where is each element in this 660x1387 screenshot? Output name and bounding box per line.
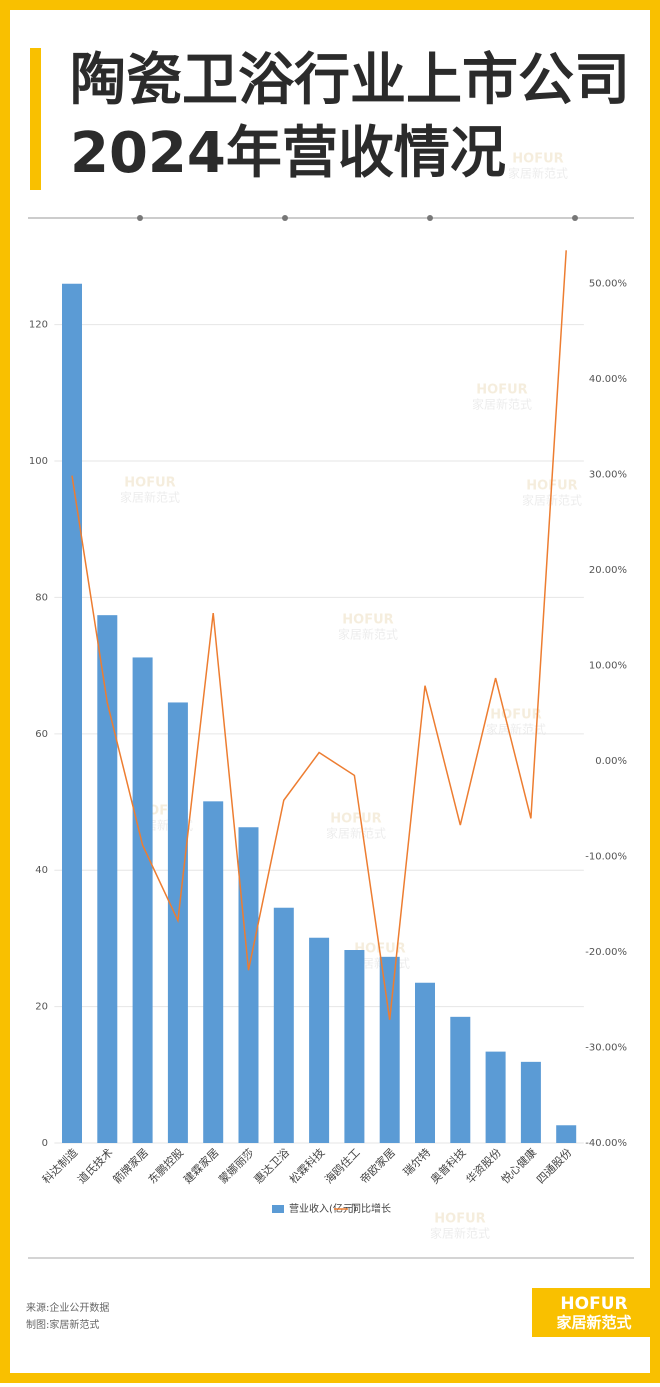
y-tick-label: 100 bbox=[29, 456, 48, 467]
y2-tick-label: -10.00% bbox=[585, 852, 627, 863]
bar bbox=[520, 1061, 541, 1143]
watermark-name: 家居新范式 bbox=[430, 1226, 490, 1241]
bar bbox=[379, 956, 400, 1143]
y2-tick-label: 10.00% bbox=[589, 661, 627, 672]
bar bbox=[415, 982, 435, 1143]
bar bbox=[309, 937, 330, 1143]
watermark-name: 家居新范式 bbox=[522, 493, 582, 508]
watermark-brand: HOFUR bbox=[342, 613, 393, 628]
divider-dot bbox=[427, 215, 433, 221]
legend-label: 同比增长 bbox=[351, 1202, 391, 1215]
bar bbox=[203, 801, 224, 1143]
bar bbox=[97, 615, 118, 1143]
legend-swatch bbox=[272, 1205, 284, 1213]
y2-tick-label: 50.00% bbox=[589, 279, 627, 290]
divider-dot bbox=[282, 215, 288, 221]
watermark-name: 家居新范式 bbox=[326, 826, 386, 841]
logo-name: 家居新范式 bbox=[556, 1314, 631, 1332]
bar bbox=[450, 1016, 471, 1143]
watermark-brand: HOFUR bbox=[476, 383, 527, 398]
y2-tick-label: 30.00% bbox=[589, 470, 627, 481]
legend-label: 营业收入(亿元) bbox=[289, 1202, 357, 1215]
bar bbox=[556, 1125, 577, 1143]
y-tick-label: 20 bbox=[35, 1002, 48, 1013]
bar bbox=[344, 950, 365, 1143]
logo-box bbox=[532, 1288, 650, 1337]
y-tick-label: 120 bbox=[29, 320, 48, 331]
watermark-brand: HOFUR bbox=[330, 812, 381, 827]
watermark-brand: HOFUR bbox=[490, 708, 541, 723]
y-tick-label: 80 bbox=[35, 592, 48, 603]
title-line: 2024年营收情况 bbox=[70, 121, 506, 186]
line bbox=[71, 250, 567, 1020]
watermark-name: 家居新范式 bbox=[486, 722, 546, 737]
watermark-brand: HOFUR bbox=[434, 1212, 485, 1227]
bar bbox=[273, 907, 294, 1143]
bar bbox=[132, 657, 153, 1143]
bar bbox=[238, 827, 259, 1143]
bar bbox=[485, 1051, 506, 1143]
divider-dot bbox=[572, 215, 578, 221]
watermark-brand: HOFUR bbox=[512, 152, 563, 167]
title-accent bbox=[30, 48, 41, 190]
bar bbox=[167, 702, 188, 1143]
source-note: 来源:企业公开数据 bbox=[26, 1301, 109, 1314]
y2-tick-label: -40.00% bbox=[585, 1138, 627, 1149]
y2-tick-label: 20.00% bbox=[589, 565, 627, 576]
watermark-name: 家居新范式 bbox=[508, 166, 568, 181]
watermark-name: 家居新范式 bbox=[120, 490, 180, 505]
y2-tick-label: -30.00% bbox=[585, 1043, 627, 1054]
bar bbox=[62, 283, 82, 1144]
watermark-name: 家居新范式 bbox=[338, 627, 398, 642]
divider-dot bbox=[137, 215, 143, 221]
watermark-brand: HOFUR bbox=[124, 476, 175, 491]
y2-tick-label: 40.00% bbox=[589, 374, 627, 385]
y-tick-label: 40 bbox=[35, 865, 48, 876]
logo-brand: HOFUR bbox=[560, 1294, 627, 1314]
title-line: 陶瓷卫浴行业上市公司 bbox=[70, 48, 630, 113]
y2-tick-label: 0.00% bbox=[595, 756, 627, 767]
maker-note: 制图:家居新范式 bbox=[26, 1318, 99, 1331]
y-tick-label: 0 bbox=[42, 1138, 48, 1149]
y2-tick-label: -20.00% bbox=[585, 947, 627, 958]
y-tick-label: 60 bbox=[35, 729, 48, 740]
watermark-name: 家居新范式 bbox=[472, 397, 532, 412]
